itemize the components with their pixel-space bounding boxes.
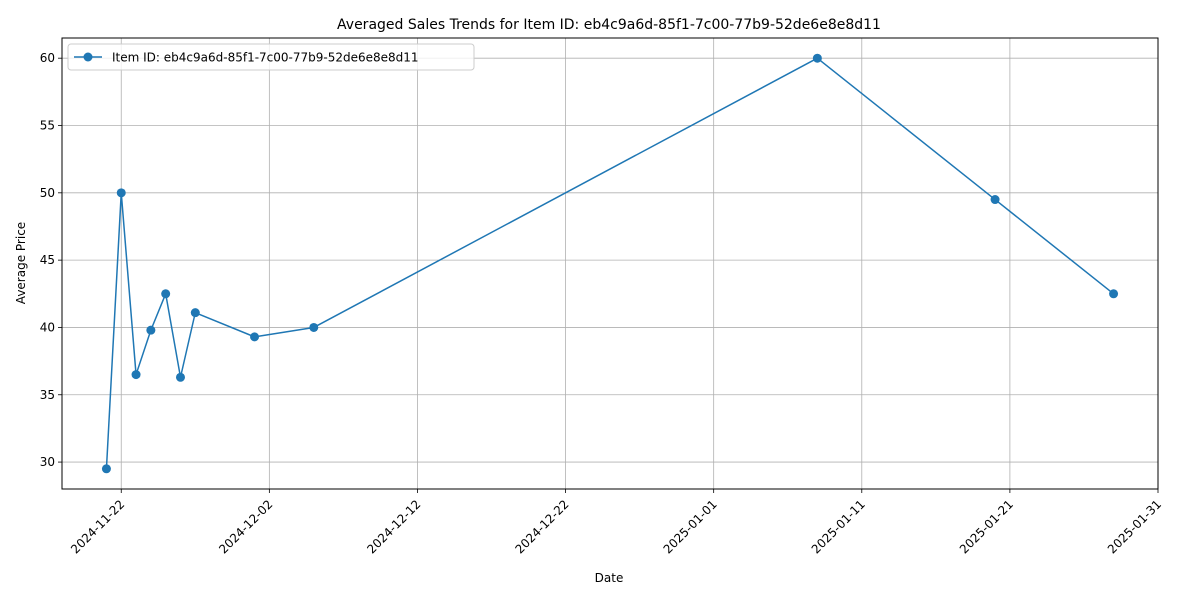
x-tick-label-1: 2024-12-02	[216, 497, 275, 556]
data-point-9	[812, 53, 822, 63]
x-tick-label-3: 2024-12-22	[512, 497, 571, 556]
data-point-6	[190, 308, 200, 318]
y-tick-label-3: 45	[40, 253, 55, 267]
y-tick-label-1: 35	[40, 388, 55, 402]
y-tick-label-2: 40	[40, 320, 55, 334]
data-point-3	[146, 325, 156, 335]
data-point-4	[161, 289, 171, 299]
data-point-1	[116, 188, 126, 198]
y-tick-label-6: 60	[40, 51, 55, 65]
legend-entry-label: Item ID: eb4c9a6d-85f1-7c00-77b9-52de6e8…	[112, 51, 419, 65]
chart-title: Averaged Sales Trends for Item ID: eb4c9…	[337, 17, 881, 33]
y-tick-label-5: 55	[40, 119, 55, 133]
legend: Item ID: eb4c9a6d-85f1-7c00-77b9-52de6e8…	[67, 43, 475, 71]
series-line-0	[105, 57, 1115, 469]
data-point-7	[250, 332, 260, 342]
y-axis-label: Average Price	[14, 222, 28, 304]
x-tick-label-7: 2025-01-31	[1105, 497, 1164, 556]
x-tick-label-5: 2025-01-11	[809, 497, 868, 556]
series-layer	[101, 53, 1119, 474]
y-tick-label-4: 50	[40, 186, 55, 200]
x-tick-label-2: 2024-12-12	[364, 497, 423, 556]
x-tick-label-4: 2025-01-01	[661, 497, 720, 556]
legend-box	[67, 43, 475, 71]
legend-marker	[83, 52, 93, 62]
data-point-2	[131, 370, 141, 380]
data-point-8	[309, 322, 319, 332]
x-axis-label: Date	[595, 571, 624, 585]
data-point-0	[101, 464, 111, 474]
grid-lines	[62, 38, 1159, 489]
x-tick-label-6: 2025-01-21	[957, 497, 1016, 556]
x-tick-label-0: 2024-11-22	[68, 497, 127, 556]
y-axis: 30 35 40 45 50 55 60	[40, 51, 62, 469]
data-point-10	[990, 195, 1000, 205]
data-point-11	[1109, 289, 1119, 299]
y-tick-label-0: 30	[40, 455, 55, 469]
x-axis: 2024-11-22 2024-12-02 2024-12-12 2024-12-22…	[68, 489, 1164, 556]
data-point-5	[175, 372, 185, 382]
plot-area-frame	[61, 37, 1159, 490]
